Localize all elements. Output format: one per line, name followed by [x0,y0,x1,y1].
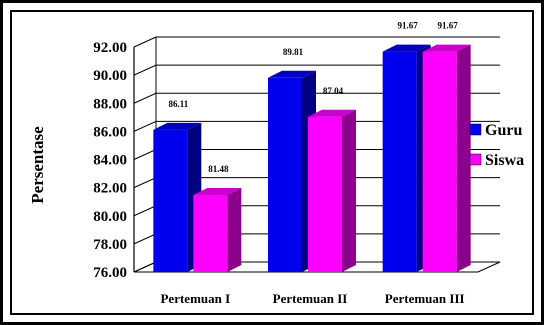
x-tick-label: Pertemuan III [385,291,465,306]
y-tick-label: 76.00 [93,265,127,281]
y-tick-label: 90.00 [93,68,127,84]
bar-top-siswa [308,109,356,117]
bar-top-guru [153,122,202,130]
y-tick-label: 82.00 [93,181,127,197]
bar-side-siswa [342,109,356,272]
x-tick-label: Pertemuan II [273,291,348,306]
legend: Guru Siswa [469,122,524,169]
bar-siswa [422,51,457,272]
bar-side-siswa [456,44,471,272]
y-tick-label: 86.00 [93,124,127,140]
legend-label-siswa: Siswa [485,152,524,169]
bar-guru [153,129,188,272]
bar-siswa [193,194,228,272]
y-axis-label: Persentase [28,126,47,204]
bar-top-siswa [422,44,471,52]
bar-guru [268,77,302,272]
data-label: 86.11 [168,99,188,109]
y-tick-label: 92.00 [93,40,127,56]
y-tick-label: 80.00 [93,209,127,225]
bar-chart: 76.00 78.00 80.00 82.00 84.00 86.00 88.00 90.00… [28,21,524,306]
legend-label-guru: Guru [485,122,522,139]
y-tick-label: 84.00 [93,153,127,169]
data-label: 89.81 [283,47,304,57]
data-label: 91.67 [398,21,419,31]
bar-side-siswa [227,187,242,272]
data-label: 81.48 [208,164,229,174]
y-tick-label: 78.00 [93,237,127,253]
y-tick-label: 88.00 [93,96,127,112]
floor-outline [133,261,501,273]
bar-top-guru [268,70,316,78]
data-label: 87.04 [323,86,344,96]
bar-siswa [308,116,342,272]
bars-layer [153,44,471,272]
data-label: 91.67 [438,21,459,31]
bar-top-guru [382,44,431,52]
bar-guru [382,51,417,272]
x-tick-label: Pertemuan I [160,291,230,306]
labels-layer: 76.00 78.00 80.00 82.00 84.00 86.00 88.00 90.00… [93,21,464,306]
bar-top-siswa [193,187,242,195]
chart-frame: 76.00 78.00 80.00 82.00 84.00 86.00 88.00 90.00… [3,3,541,322]
legend-swatch-siswa [469,153,482,166]
legend-swatch-guru [469,123,482,136]
